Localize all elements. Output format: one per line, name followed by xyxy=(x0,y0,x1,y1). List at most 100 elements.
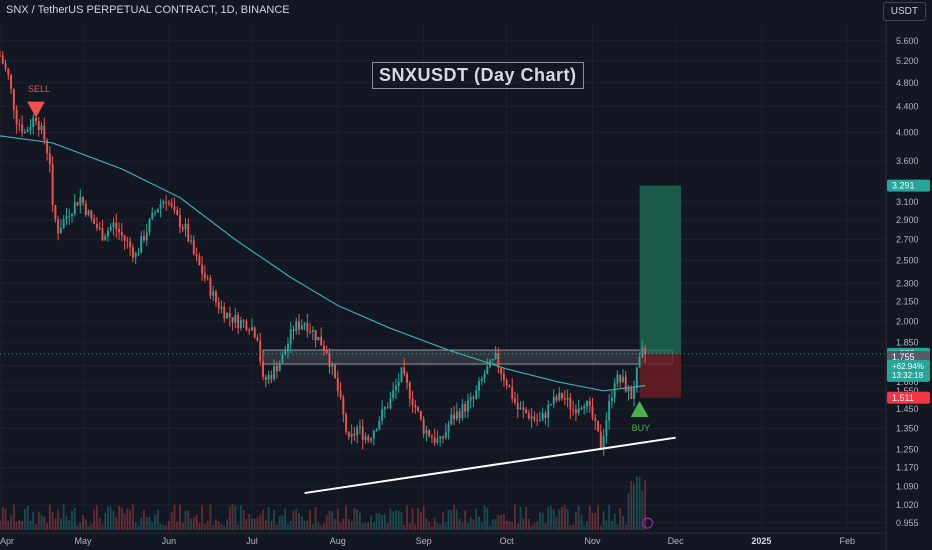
candle-body xyxy=(7,68,10,76)
candle-body xyxy=(375,429,378,431)
candle-body xyxy=(602,436,605,449)
candle-body xyxy=(15,109,18,125)
volume-bar xyxy=(561,506,564,530)
candle-body xyxy=(563,398,566,400)
candle-body xyxy=(154,212,157,214)
candle-body xyxy=(610,397,613,402)
currency-unit-button[interactable]: USDT xyxy=(882,2,926,21)
volume-bar xyxy=(1,506,4,530)
volume-bar xyxy=(367,522,370,530)
volume-bar xyxy=(264,520,267,530)
candle-body xyxy=(256,337,259,341)
candle-body xyxy=(303,322,306,326)
candle-body xyxy=(284,351,287,355)
volume-bar xyxy=(361,523,364,530)
x-tick-label: Aug xyxy=(330,536,346,546)
candle-body xyxy=(32,117,35,128)
candle-body xyxy=(48,153,51,165)
candle-body xyxy=(12,88,15,110)
volume-bar xyxy=(505,520,508,530)
candle-body xyxy=(486,366,489,374)
candle-body xyxy=(306,322,309,332)
volume-bars xyxy=(0,476,647,530)
volume-bar xyxy=(275,524,278,530)
volume-bar xyxy=(118,505,121,530)
drawings xyxy=(26,101,676,529)
candle-body xyxy=(217,302,220,309)
volume-bar xyxy=(411,508,414,530)
candle-body xyxy=(502,373,505,380)
candle-body xyxy=(173,206,176,211)
volume-bar xyxy=(79,522,82,530)
volume-bar xyxy=(181,522,184,530)
candle-body xyxy=(328,353,331,367)
candle-body xyxy=(331,364,334,367)
volume-bar xyxy=(270,521,273,530)
candle-body xyxy=(1,55,4,64)
volume-bar xyxy=(608,504,611,530)
volume-bar xyxy=(572,524,575,530)
y-tick-label: 1.600 xyxy=(896,377,919,387)
volume-bar xyxy=(594,513,597,530)
candle-body xyxy=(644,347,647,355)
volume-bar xyxy=(195,514,198,530)
volume-bar xyxy=(478,516,480,530)
volume-bar xyxy=(558,509,561,530)
volume-bar xyxy=(43,516,46,530)
candle-body xyxy=(259,340,262,362)
grid-lines xyxy=(0,0,887,550)
volume-bar xyxy=(143,509,145,530)
candle-body xyxy=(29,127,32,131)
x-tick-label: Jul xyxy=(246,536,258,546)
volume-bar xyxy=(253,518,256,530)
volume-bar xyxy=(322,523,325,530)
candle-body xyxy=(95,224,98,229)
candle-body xyxy=(574,409,577,414)
candle-body xyxy=(350,433,353,437)
candle-body xyxy=(508,385,511,388)
candle-body xyxy=(569,397,572,410)
candle-body xyxy=(558,392,561,401)
price-axis[interactable]: 5.600 5.200 4.800 4.400 4.000 3.600 3.100 2.900… xyxy=(887,36,930,528)
candle-body xyxy=(262,361,265,377)
volume-bar xyxy=(372,522,375,530)
candle-body xyxy=(298,321,300,330)
candle-body xyxy=(619,374,622,383)
candle-body xyxy=(630,387,633,399)
candle-body xyxy=(242,320,245,322)
volume-bar xyxy=(112,511,115,530)
candle-body xyxy=(21,124,24,133)
y-tick-label: 1.350 xyxy=(896,423,919,433)
candle-body xyxy=(364,436,367,440)
volume-bar xyxy=(76,525,79,530)
volume-bar xyxy=(101,524,104,530)
last-price-extra-tag xyxy=(887,359,930,382)
candle-body xyxy=(464,404,467,412)
x-tick-label: Nov xyxy=(585,536,602,546)
moving-average-line xyxy=(0,135,646,392)
volume-bar xyxy=(480,522,483,530)
candle-body xyxy=(245,321,248,331)
price-label-text: 3.291 xyxy=(892,181,915,191)
candle-body xyxy=(525,409,528,413)
candle-body xyxy=(491,358,494,361)
candle-body xyxy=(264,376,267,380)
volume-bar xyxy=(466,523,469,530)
candle-body xyxy=(178,214,181,228)
time-axis[interactable]: Apr May Jun Jul Aug Sep Oct Nov Dec 2025 Feb xyxy=(0,536,855,546)
volume-bar xyxy=(23,508,26,530)
volume-bar xyxy=(550,505,552,530)
volume-bar xyxy=(239,505,242,530)
candle-body xyxy=(613,383,616,398)
volume-bar xyxy=(527,518,530,530)
volume-bar xyxy=(26,505,29,530)
candle-body xyxy=(0,55,1,57)
candle-body xyxy=(314,330,317,341)
volume-bar xyxy=(37,511,40,530)
sell-signal-label: SELL xyxy=(27,83,51,94)
candle-body xyxy=(436,438,439,443)
candle-body xyxy=(87,210,90,215)
candle-body xyxy=(533,416,536,420)
position-zones xyxy=(0,185,886,398)
